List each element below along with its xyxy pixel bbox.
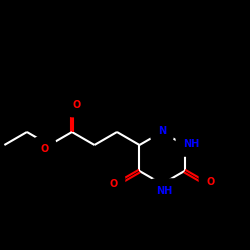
Text: NH: NH [184,139,200,149]
Text: O: O [40,144,48,154]
Text: NH: NH [156,186,172,196]
Text: O: O [109,179,118,189]
Text: O: O [206,177,215,187]
Text: O: O [73,100,81,110]
Text: N: N [158,126,166,136]
